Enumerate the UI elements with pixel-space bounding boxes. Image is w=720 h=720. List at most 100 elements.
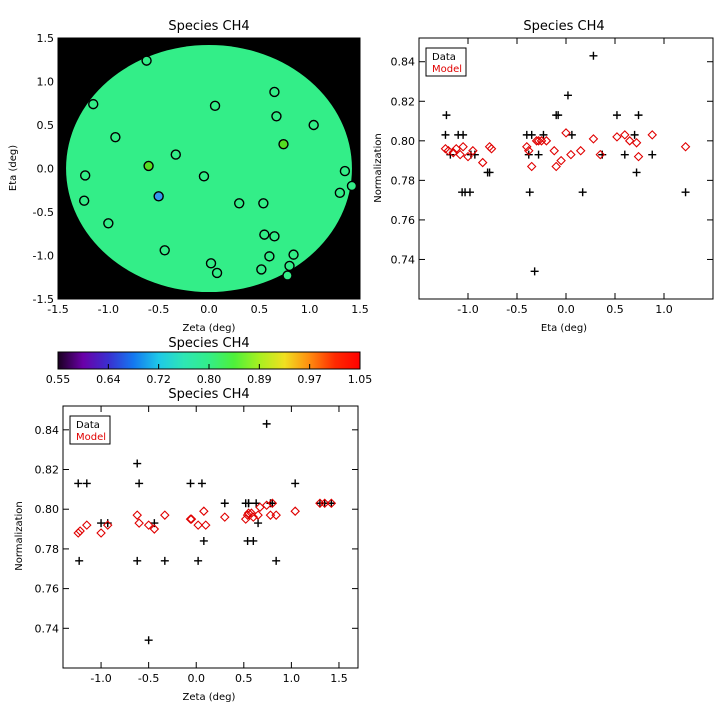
- eta-legend-data: Data: [432, 52, 456, 63]
- zeta-model-point: [326, 498, 337, 509]
- eta-data-point: [578, 188, 587, 197]
- eta-y-axis-label: Normalization: [373, 133, 384, 203]
- eta-data-point: [632, 168, 641, 177]
- zeta-legend-model: Model: [76, 432, 106, 443]
- eta-y-tick-label: 0.76: [391, 214, 416, 227]
- eta-data-point: [681, 188, 690, 197]
- eta-model-point: [455, 149, 465, 160]
- zeta-data-point: [262, 419, 271, 428]
- eta-data-point: [465, 188, 474, 197]
- map-x-axis-label: Zeta (deg): [183, 323, 236, 334]
- zeta-model-point: [82, 520, 92, 530]
- map-point: [269, 231, 280, 242]
- zeta-model-point: [134, 518, 144, 528]
- eta-legend-model: Model: [432, 64, 462, 75]
- zeta-data-point: [249, 536, 258, 545]
- eta-data-point: [539, 130, 548, 139]
- zeta-model-point: [96, 528, 106, 538]
- zeta-x-tick-label: 0.0: [187, 672, 205, 685]
- zeta-data-point: [133, 459, 142, 468]
- map-y-tick-label: -0.5: [33, 206, 54, 219]
- map-point: [271, 111, 282, 122]
- eta-model-point: [631, 138, 642, 148]
- zeta-legend-box: [69, 415, 111, 445]
- eta-model-point: [680, 141, 691, 152]
- zeta-model-point: [73, 528, 84, 538]
- zeta-model-point: [271, 510, 281, 520]
- zeta-model-point: [143, 520, 154, 530]
- eta-model-point: [523, 145, 534, 156]
- map-x-tick-label: 0.0: [200, 303, 218, 316]
- zeta-data-point: [199, 536, 208, 545]
- eta-title: Species CH4: [523, 19, 604, 34]
- colorbar: 0.55 0.64 0.72 0.80 0.89 0.97 1.05: [46, 351, 372, 386]
- eta-y-tick-label: 0.74: [391, 253, 416, 266]
- eta-model-point: [566, 149, 576, 160]
- eta-model-point: [448, 147, 459, 158]
- map-y-tick-label: -1.5: [33, 293, 54, 306]
- eta-model-point: [526, 161, 537, 172]
- eta-y-tick-label: 0.78: [391, 174, 416, 187]
- eta-data-point: [530, 267, 539, 276]
- zeta-y-tick-label: 0.76: [35, 583, 60, 596]
- map-point: [334, 187, 346, 199]
- map-point: [78, 195, 90, 206]
- zeta-model-point: [199, 506, 209, 516]
- map-y-axis-label: Eta (deg): [8, 145, 19, 191]
- map-point: [258, 198, 269, 209]
- eta-x-tick-label: 0.0: [557, 303, 575, 316]
- eta-x-tick-label: -0.5: [506, 303, 527, 316]
- zeta-model-point: [265, 510, 276, 520]
- zeta-panel: Species CH4 -1.0 -0.5 0.0 0.5 1.0 1.5 0.74 0.76…: [14, 387, 359, 703]
- eta-data-point: [527, 130, 536, 139]
- map-panel: Species CH4 -1.5 -1.0 -0.5 0.0 0.5 1.0 1.5-1.5…: [8, 19, 369, 334]
- map-point: [198, 171, 210, 182]
- zeta-model-point: [219, 512, 230, 522]
- eta-model-point: [588, 134, 599, 144]
- eta-model-point: [612, 132, 622, 142]
- zeta-y-tick-label: 0.80: [35, 503, 60, 516]
- map-point: [269, 86, 280, 98]
- zeta-data-point: [186, 479, 195, 488]
- eta-model-point: [647, 130, 658, 140]
- zeta-x-tick-label: 1.5: [330, 672, 348, 685]
- zeta-model-point: [200, 520, 211, 530]
- eta-x-tick-label: 0.5: [606, 303, 624, 316]
- zeta-data-point: [135, 479, 144, 488]
- eta-model-point: [536, 136, 547, 146]
- eta-data-point: [554, 111, 563, 120]
- zeta-data-point: [268, 499, 277, 508]
- eta-data-point: [441, 130, 450, 139]
- eta-data-point: [458, 188, 467, 197]
- map-plot-area: -1.5 -1.0 -0.5 0.0 0.5 1.0 1.5 -1.5 -1.0 -0.5 0.0 0…: [33, 32, 369, 316]
- colorbar-tick-label: 0.89: [247, 373, 272, 386]
- map-point: [278, 138, 289, 150]
- eta-model-point: [541, 136, 552, 146]
- map-point: [339, 165, 351, 177]
- eta-y-tick-label: 0.84: [391, 56, 416, 69]
- zeta-model-point: [102, 520, 113, 530]
- zeta-x-tick-label: -0.5: [138, 672, 159, 685]
- map-x-tick-label: 1.0: [301, 303, 319, 316]
- map-point: [308, 119, 319, 131]
- map-x-tick-label: 0.5: [251, 303, 269, 316]
- zeta-y-tick-label: 0.78: [35, 543, 60, 556]
- zeta-y-tick-label: 0.84: [35, 424, 60, 437]
- zeta-model-point: [240, 514, 251, 524]
- zeta-model-point: [267, 498, 278, 509]
- colorbar-tick-label: 0.64: [96, 373, 121, 386]
- zeta-data-point: [160, 556, 169, 565]
- map-point: [282, 270, 293, 281]
- zeta-model-point: [243, 508, 254, 518]
- eta-model-point: [477, 157, 488, 168]
- map-point: [153, 191, 164, 202]
- eta-data-point: [620, 150, 629, 159]
- zeta-data-point: [252, 499, 261, 508]
- map-point: [103, 218, 114, 229]
- eta-model-point: [561, 128, 571, 138]
- zeta-x-tick-label: 0.5: [235, 672, 253, 685]
- eta-panel: Species CH4 -1.0 -0.5 0.0 0.5 1.0 0.74 0.76 0.7…: [373, 19, 714, 334]
- zeta-legend-data: Data: [76, 420, 100, 431]
- map-y-tick-label: 0.5: [37, 119, 55, 132]
